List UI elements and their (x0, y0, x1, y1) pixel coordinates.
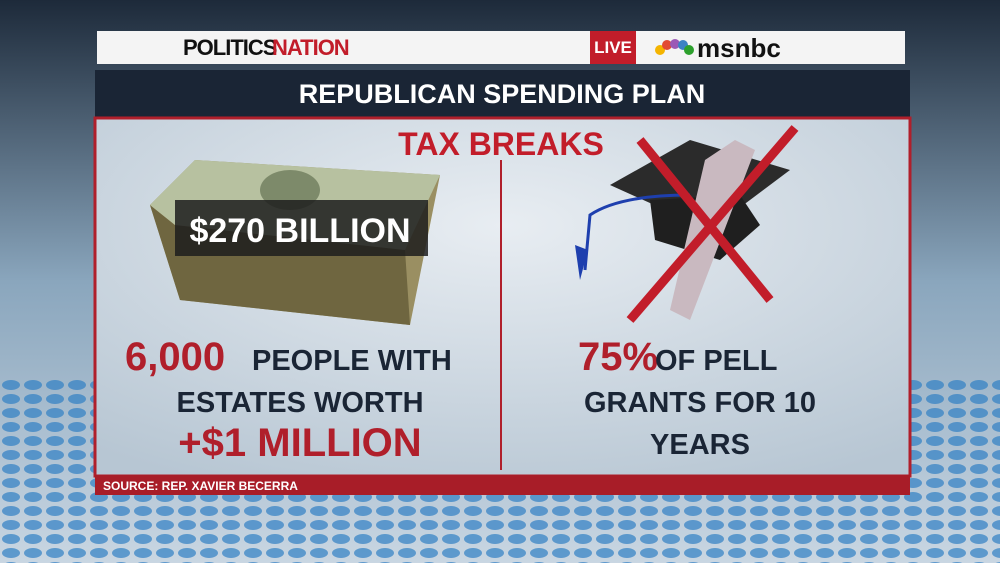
graduation-cap-icon (575, 125, 799, 323)
right-text: GRANTS FOR 10 (584, 387, 816, 419)
money-label-box (175, 200, 428, 256)
left-amount: +$1 MILLION (178, 421, 421, 465)
right-highlight: 75% (578, 335, 658, 379)
left-text: ESTATES WORTH (176, 387, 423, 419)
network-name: msnbc (697, 33, 781, 63)
live-badge (590, 31, 636, 64)
money-label: $270 BILLION (189, 212, 410, 250)
source-bar (95, 475, 910, 495)
subtitle: TAX BREAKS (398, 126, 604, 162)
show-name: NATION (272, 35, 349, 60)
live-label: LIVE (594, 38, 632, 57)
title-bar (95, 70, 910, 117)
source: SOURCE: REP. XAVIER BECERRA (103, 479, 298, 493)
network-logo (655, 39, 694, 55)
left-highlight: 6,000 (125, 335, 225, 379)
right-text: YEARS (650, 429, 750, 461)
left-text: PEOPLE WITH (252, 345, 452, 377)
right-text: OF PELL (655, 345, 777, 377)
header-bar (97, 31, 905, 64)
title: REPUBLICAN SPENDING PLAN (299, 79, 706, 109)
show-name: POLITICS (183, 35, 277, 60)
